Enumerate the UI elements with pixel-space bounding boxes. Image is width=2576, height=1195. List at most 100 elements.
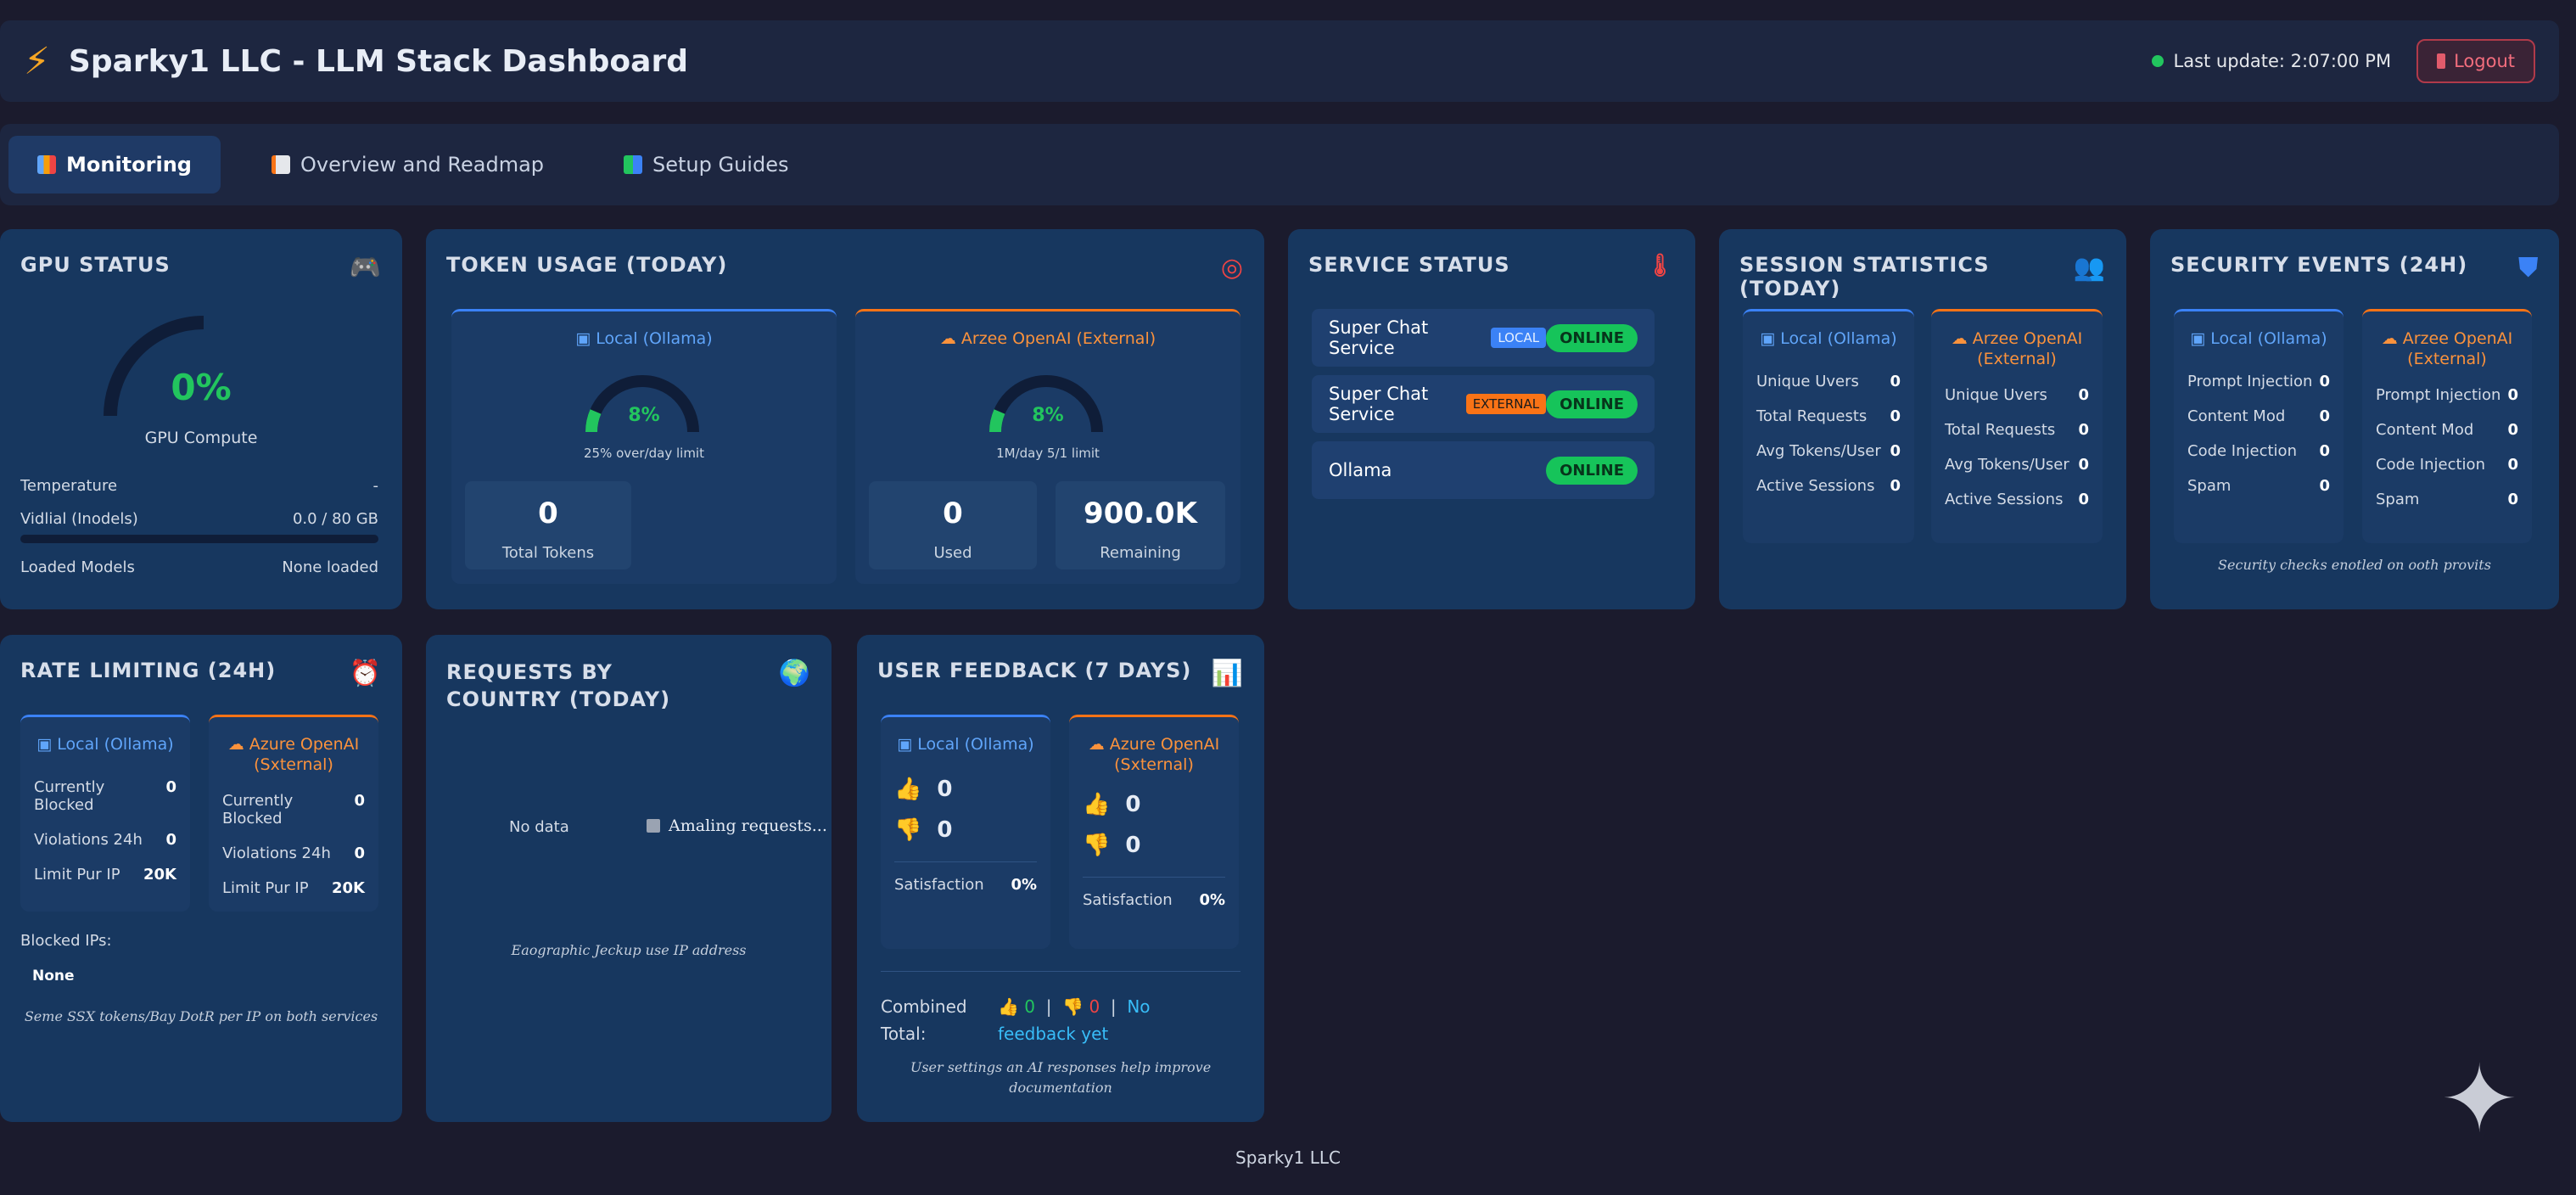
security-note: Security checks enotled on ooth provits [2218,557,2491,573]
local-token-limit: 25% over/day limit [584,446,704,461]
last-update-text: Last update: 2:07:00 PM [2173,51,2392,71]
card-title: GPU STATUS [20,253,171,277]
card-title: TOKEN USAGE (TODAY) [446,253,728,277]
panel-head: ▣ Local (Ollama) [897,735,1034,754]
service-status-card: SERVICE STATUS 🌡 Super Chat Service LOCAL … [1288,229,1695,609]
country-legend: Amaling requests... [647,816,827,835]
token-local-panel: ▣ Local (Ollama) 8% 25% over/day limit 0… [451,309,837,584]
app-title: Sparky1 LLC - LLM Stack Dashboard [68,43,688,79]
thumbs-down-icon: 👎 [1083,833,1111,858]
card-title: REQUESTS BY COUNTRY (TODAY) [446,660,671,711]
thumbs-up-icon: 👍 [1083,792,1111,817]
external-thumbs-down: 👎 0 [1083,833,1141,858]
footer-text: Sparky1 LLC [1235,1147,1341,1168]
local-thumbs-up: 👍 0 [894,777,953,802]
status-badge-online: ONLINE [1546,456,1638,485]
gpu-status-card: GPU STATUS 🎮 0% GPU Compute Temperature - … [0,229,402,609]
thumbs-down-icon: 👎 [894,817,922,843]
rate-external-panel: ☁ Azure OpenAI (Sxternal) Currently Bloc… [209,715,378,912]
panel-head: ▣ Local (Ollama) [1760,329,1897,348]
thermometer-icon: 🌡 [1645,253,1675,278]
tab-setup-guides[interactable]: Setup Guides [595,136,817,194]
tab-label: Monitoring [66,153,192,177]
security-external-panel: ☁ Arzee OpenAI (External) Prompt Injecti… [2362,309,2532,543]
combined-total-label: Combined Total: [881,996,967,1044]
sparkle-icon: ✦ [2440,1045,2519,1153]
gpu-compute-caption: GPU Compute [144,429,258,447]
alarm-clock-icon: ⏰ [349,659,382,688]
books-icon [624,155,643,174]
card-title: SESSION STATISTICS (TODAY) [1739,253,1990,300]
rate-limiting-card: RATE LIMITING (24H) ⏰ ▣ Local (Ollama) Cu… [0,635,402,1122]
external-token-gauge-value: 8% [1032,405,1064,426]
thumbs-up-icon: 👍 [894,777,922,802]
session-stats-card: SESSION STATISTICS (TODAY) 👥 ▣ Local (Oll… [1719,229,2126,609]
token-usage-card: TOKEN USAGE (TODAY) ◎ ▣ Local (Ollama) 8%… [426,229,1264,609]
gpu-loaded-models-row: Loaded Models None loaded [20,558,378,576]
feedback-local-panel: ▣ Local (Ollama) 👍 0 👎 0 Satisfaction 0% [881,715,1050,949]
rate-note: Seme SSX tokens/Bay DotR per IP on both … [24,1008,378,1024]
main-tabs: Monitoring Overview and Readmap Setup Gu… [0,124,2559,205]
app-header: ⚡ Sparky1 LLC - LLM Stack Dashboard Last… [0,20,2559,102]
local-total-tokens: 0 Total Tokens [465,481,631,569]
card-title: USER FEEDBACK (7 DAYS) [877,659,1192,682]
rate-local-panel: ▣ Local (Ollama) Currently Blocked 0 Viol… [20,715,190,912]
service-badge-local: LOCAL [1491,328,1547,348]
service-row-external: Super Chat Service EXTERNAL ONLINE [1312,375,1655,433]
target-icon: ◎ [1220,253,1244,283]
local-thumbs-down: 👎 0 [894,817,953,843]
service-badge-external: EXTERNAL [1465,394,1547,414]
session-local-panel: ▣ Local (Ollama) Unique Uvers 0 Total Req… [1743,309,1914,543]
service-row-local: Super Chat Service LOCAL ONLINE [1312,309,1655,367]
door-icon [2437,53,2446,69]
vram-progress-bar [20,535,378,543]
blocked-ips-label: Blocked IPs: [20,932,112,950]
gpu-temperature-row: Temperature - [20,477,378,495]
globe-icon: 🌍 [778,659,811,688]
bar-chart-icon: 📊 [1211,659,1244,688]
status-badge-online: ONLINE [1546,323,1638,352]
session-external-panel: ☁ Arzee OpenAI (External) Unique Uvers 0 … [1931,309,2103,543]
gamepad-icon: 🎮 [349,253,382,283]
external-remaining-tokens: 900.0K Remaining [1056,481,1225,569]
feedback-external-panel: ☁ Azure OpenAI (Sxternal) 👍 0 👎 0 Satisfac… [1069,715,1239,949]
panel-head: ▣ Local (Ollama) [2190,329,2327,348]
tab-label: Overview and Readmap [300,153,545,177]
gpu-gauge [104,316,204,417]
country-no-data: No data [509,818,569,836]
gpu-vram-row: Vidlial (Inodels) 0.0 / 80 GB [20,510,378,528]
last-update: Last update: 2:07:00 PM [2151,51,2392,71]
tab-monitoring[interactable]: Monitoring [8,136,221,194]
users-icon: 👥 [2073,253,2106,283]
token-external-panel: ☁ Arzee OpenAI (External) 8% 1M/day 5/1 … [855,309,1240,584]
panel-head: ☁ Arzee OpenAI (External) [2381,329,2513,368]
local-token-gauge [585,375,699,433]
local-token-gauge-value: 8% [628,405,660,426]
logout-button[interactable]: Logout [2416,39,2535,83]
live-status-dot-icon [2151,55,2164,67]
external-token-gauge [988,375,1103,433]
panel-head: ▣ Local (Ollama) [575,329,713,348]
combined-total-values: 👍 0 | 👎 0 | No feedback yet [998,996,1151,1044]
bolt-icon: ⚡ [24,39,50,83]
card-title: RATE LIMITING (24H) [20,659,277,682]
service-row-ollama: Ollama ONLINE [1312,441,1655,499]
external-token-limit: 1M/day 5/1 limit [996,446,1100,461]
legend-swatch-icon [647,819,660,833]
card-title: SERVICE STATUS [1308,253,1510,277]
panel-head: ▣ Local (Ollama) [36,735,174,754]
tab-label: Setup Guides [652,153,789,177]
panel-head: ☁ Azure OpenAI (Sxternal) [1088,735,1220,774]
country-note: Eaographic Jeckup use IP address [511,942,747,958]
security-events-card: SECURITY EVENTS (24H) ⛊ ▣ Local (Ollama) … [2150,229,2559,609]
panel-head: ☁ Arzee OpenAI (External) [1951,329,2083,368]
external-used-tokens: 0 Used [869,481,1037,569]
security-local-panel: ▣ Local (Ollama) Prompt Injection 0 Conte… [2174,309,2344,543]
shield-icon: ⛊ [2518,253,2539,283]
tab-overview[interactable]: Overview and Readmap [243,136,573,194]
feedback-note: User settings an AI responses help impro… [910,1059,1212,1096]
requests-by-country-card: REQUESTS BY COUNTRY (TODAY) 🌍 No data Ama… [426,635,832,1122]
document-icon [271,155,290,174]
external-thumbs-up: 👍 0 [1083,792,1141,817]
user-feedback-card: USER FEEDBACK (7 DAYS) 📊 ▣ Local (Ollama)… [857,635,1264,1122]
